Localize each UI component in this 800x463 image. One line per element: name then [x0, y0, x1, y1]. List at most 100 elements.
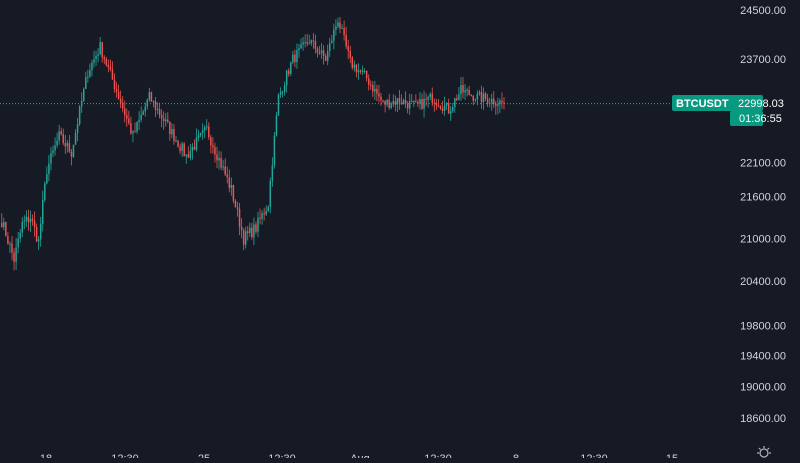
candle [11, 235, 13, 261]
candle-body [439, 106, 442, 109]
candle [411, 94, 413, 103]
candle-body [406, 103, 409, 109]
candle-body [468, 89, 470, 96]
candle-body [210, 137, 212, 146]
candle-body [374, 88, 376, 92]
candle [257, 211, 259, 238]
candle [72, 144, 75, 159]
candle-body [474, 99, 477, 101]
gear-icon[interactable] [757, 446, 771, 458]
candle-body [64, 143, 67, 147]
candle-body [306, 42, 308, 44]
candle [427, 95, 429, 108]
candle-body [25, 216, 28, 221]
candle [275, 111, 278, 137]
candle [214, 142, 216, 163]
candle [404, 91, 407, 108]
candle [255, 221, 257, 235]
candle [37, 236, 40, 251]
candle-body [400, 102, 403, 105]
candle-body [273, 135, 276, 166]
time-tick-label: 25 [198, 453, 210, 458]
candle-body [421, 99, 423, 109]
candle-body [339, 22, 341, 29]
candle [488, 97, 491, 108]
candle [382, 99, 384, 104]
candle [85, 71, 87, 90]
candle [128, 110, 130, 126]
candle-body [203, 127, 206, 131]
candle-body [136, 122, 138, 132]
candle [60, 127, 62, 136]
candle [234, 199, 237, 208]
candle [431, 87, 433, 107]
candle-body [476, 93, 479, 100]
candle-body [39, 223, 42, 240]
candle-body [269, 180, 272, 208]
candle [140, 106, 142, 123]
candle [441, 100, 444, 114]
candle [76, 117, 79, 142]
price-tick-label: 21600.00 [740, 192, 786, 204]
candle [74, 129, 77, 145]
time-tick-label: Aug [350, 453, 370, 458]
candle-body [294, 54, 296, 63]
candle [87, 69, 89, 83]
candle [99, 37, 101, 56]
candle-body [322, 50, 325, 57]
candle [35, 223, 38, 243]
candle [222, 159, 224, 171]
candle-body [472, 95, 474, 101]
candle [466, 87, 468, 97]
candle-body [423, 98, 425, 109]
candle-body [33, 220, 36, 227]
candle-body [78, 106, 81, 125]
candle [288, 68, 290, 77]
candle [109, 59, 112, 72]
candle-body [3, 221, 5, 228]
candle [199, 132, 202, 138]
candle-body [216, 154, 218, 161]
time-axis: 18 12:30 25 12:30 Aug 12:30 8 12:30 15 [40, 453, 678, 463]
candle-body [380, 96, 382, 101]
candle-body [1, 222, 3, 228]
candle-body [117, 91, 120, 99]
candle-body [404, 100, 407, 104]
candle-body [66, 143, 69, 147]
time-tick-label: 18 [40, 453, 52, 458]
candle [390, 101, 392, 110]
candle-body [437, 105, 440, 107]
candle [177, 139, 179, 148]
candle [433, 98, 436, 112]
candle-body [162, 118, 165, 122]
candle-body [244, 231, 247, 245]
candle [490, 93, 493, 111]
candle [259, 208, 261, 225]
candle-body [48, 163, 50, 174]
candle-body [271, 165, 274, 181]
candle [56, 132, 58, 148]
candle [454, 97, 456, 113]
candle [421, 93, 423, 111]
candle-body [240, 226, 243, 231]
candle-body [337, 22, 339, 27]
candle-body [76, 124, 79, 133]
candle [111, 61, 114, 80]
price-tick-label: 18600.00 [740, 413, 786, 425]
price-axis: 24500.00 23700.00 22100.00 21600.00 21000.00… [740, 5, 786, 425]
candle-body [501, 100, 503, 103]
candle-body [9, 243, 11, 245]
time-tick-label: 12:30 [111, 453, 139, 458]
candle-body [443, 105, 446, 111]
candle [247, 226, 249, 241]
candle-body [173, 129, 175, 142]
candle-body [283, 85, 286, 92]
candle-body [165, 119, 167, 122]
candle [472, 95, 474, 106]
candle-body [363, 70, 366, 72]
candle [5, 221, 7, 237]
candle [449, 106, 452, 122]
candle [345, 26, 347, 49]
